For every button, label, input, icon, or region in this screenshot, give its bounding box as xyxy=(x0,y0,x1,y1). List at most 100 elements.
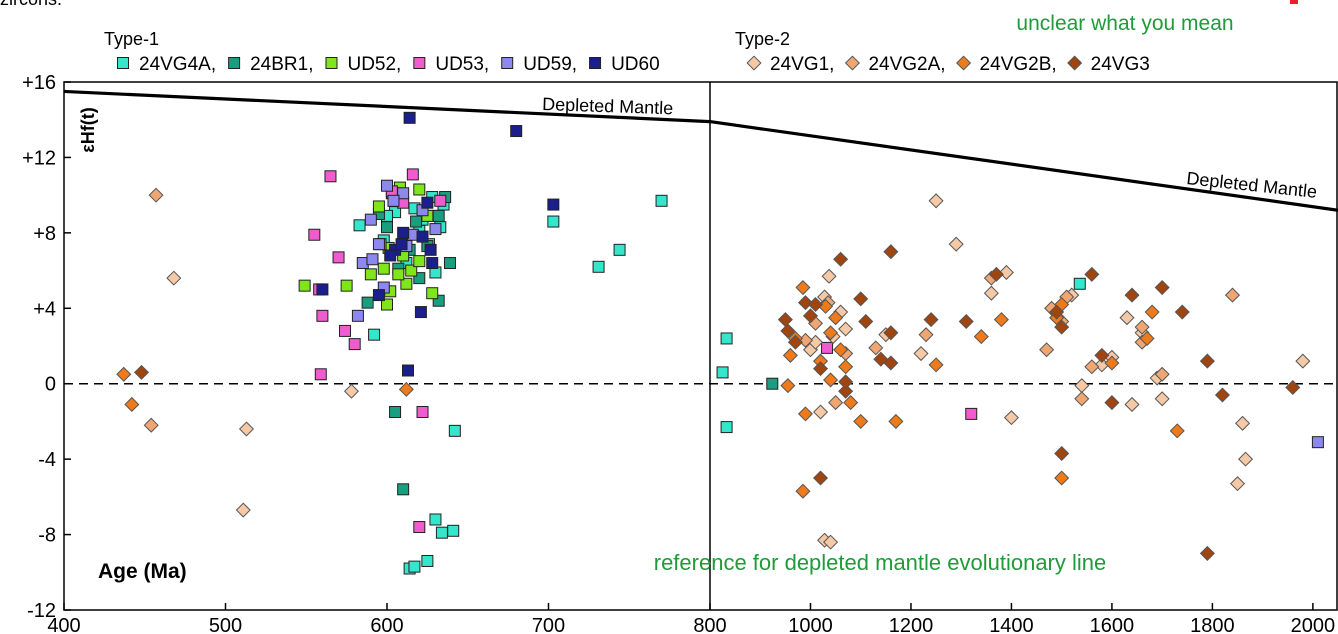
point-24VG2A xyxy=(828,395,844,411)
point-24VG4A xyxy=(435,526,448,539)
legend-marker-24VG3 xyxy=(1067,55,1083,71)
point-24BR1 xyxy=(410,215,423,228)
point-24VG1 xyxy=(1003,410,1019,426)
point-24VG4A xyxy=(613,243,626,256)
point-24VG2B xyxy=(1054,470,1070,486)
x-tick-label: 800 xyxy=(693,615,726,634)
point-24VG1 xyxy=(235,502,251,518)
legend-entry-UD59: UD59, xyxy=(523,54,577,75)
legend-marker-UD60 xyxy=(589,57,602,69)
point-24VG3 xyxy=(1084,266,1100,282)
point-24VG4A xyxy=(592,260,605,273)
point-24VG1 xyxy=(998,264,1014,280)
point-24VG3 xyxy=(838,383,854,399)
point-UD52 xyxy=(372,200,385,213)
point-24VG2B xyxy=(833,342,849,358)
point-24VG4A xyxy=(720,332,733,345)
point-24VG3 xyxy=(1054,319,1070,335)
y-tick-label: -4 xyxy=(38,449,56,471)
point-UD60 xyxy=(421,196,434,209)
point-24VG2B xyxy=(993,312,1009,328)
x-tick-label: 600 xyxy=(370,615,403,634)
x-tick-label: 2000 xyxy=(1291,615,1336,634)
x-tick-label: 500 xyxy=(209,615,242,634)
point-24VG1 xyxy=(1119,310,1135,326)
plot-frame xyxy=(63,81,1338,611)
point-24VG3 xyxy=(1094,347,1110,363)
x-tick-label: 700 xyxy=(532,615,565,634)
point-24VG4A xyxy=(368,328,381,341)
point-UD59 xyxy=(397,187,410,200)
point-24VG2A xyxy=(143,417,159,433)
x-axis-label: Age (Ma) xyxy=(98,560,187,583)
point-UD60 xyxy=(384,249,397,262)
point-24VG3 xyxy=(1154,280,1170,296)
legend-marker-24VG4A xyxy=(117,57,129,69)
point-24VG2B xyxy=(973,329,989,345)
point-24VG4A xyxy=(448,424,461,437)
point-24VG2A xyxy=(1224,287,1241,303)
point-24VG2B xyxy=(843,395,859,411)
point-UD60 xyxy=(395,238,408,251)
x-tick-label: 1200 xyxy=(889,615,934,634)
x-tick-label: 400 xyxy=(47,615,80,634)
point-24VG2A xyxy=(1084,359,1100,375)
point-24VG3 xyxy=(838,374,854,390)
point-UD60 xyxy=(416,230,429,243)
point-UD60 xyxy=(547,198,560,211)
point-24VG2B xyxy=(797,406,813,422)
point-24VG2A xyxy=(1074,391,1090,407)
point-UD60 xyxy=(510,125,523,138)
series-24VG4A xyxy=(353,189,1086,575)
point-24VG2B xyxy=(888,413,904,429)
point-24VG2A xyxy=(868,340,884,356)
point-24VG1 xyxy=(948,236,964,252)
point-24VG3 xyxy=(858,313,874,330)
point-24VG2B xyxy=(853,413,869,429)
point-24VG3 xyxy=(1174,304,1190,320)
point-24VG1 xyxy=(928,193,944,209)
point-24VG3 xyxy=(853,291,869,307)
point-24VG2B xyxy=(1104,355,1120,371)
y-tick-label: +4 xyxy=(33,298,56,320)
legend-entry-UD60: UD60 xyxy=(611,54,660,75)
point-UD53 xyxy=(965,407,978,420)
comment-reference-depleted-mantle: reference for depleted mantle evolutiona… xyxy=(654,550,1107,575)
point-24VG3 xyxy=(1049,304,1065,320)
point-24VG2B xyxy=(823,325,839,341)
x-tick-label: 1000 xyxy=(788,615,833,634)
point-24VG4A xyxy=(1073,277,1086,290)
legend-entry-UD53: UD53, xyxy=(435,54,489,75)
point-24BR1 xyxy=(389,406,402,418)
point-UD52 xyxy=(400,277,413,290)
point-UD52 xyxy=(413,183,426,196)
data-points xyxy=(116,111,1324,575)
point-24VG3 xyxy=(958,313,974,330)
legend-marker-UD59 xyxy=(501,57,514,69)
point-24VG2B xyxy=(780,378,796,394)
point-24VG3 xyxy=(813,361,829,377)
point-24VG3 xyxy=(1054,445,1070,462)
comment-red-mark xyxy=(1290,0,1298,4)
point-24BR1 xyxy=(432,209,445,222)
point-UD52 xyxy=(405,264,418,277)
point-24VG3 xyxy=(988,266,1004,282)
point-24VG2B xyxy=(828,310,844,326)
y-tick-label: -8 xyxy=(38,525,56,547)
point-24VG1 xyxy=(983,285,999,301)
point-UD60 xyxy=(397,226,410,239)
point-UD53 xyxy=(316,309,329,322)
legend-group-title: Type-1 xyxy=(104,29,159,49)
point-24VG1 xyxy=(1295,353,1311,369)
point-24VG3 xyxy=(813,470,829,486)
point-UD59 xyxy=(351,309,364,322)
point-24BR1 xyxy=(443,257,456,270)
point-24VG2B xyxy=(795,280,811,296)
point-24VG2B xyxy=(398,381,414,397)
point-24VG3 xyxy=(787,334,803,350)
point-UD52 xyxy=(413,255,426,268)
legend-marker-UD52 xyxy=(325,57,338,69)
legend-marker-24VG2A xyxy=(844,55,860,71)
depleted-mantle-line xyxy=(709,120,1338,212)
point-UD59 xyxy=(372,238,385,251)
